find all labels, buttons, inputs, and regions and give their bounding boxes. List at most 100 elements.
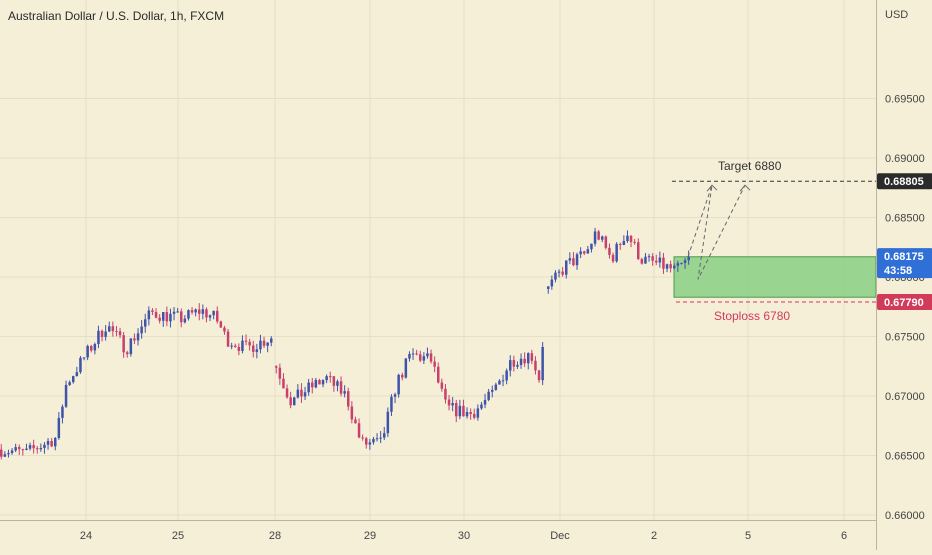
candle-up	[509, 360, 512, 371]
candle-up	[14, 447, 17, 450]
candle-down	[637, 242, 640, 259]
candle-down	[166, 312, 169, 321]
candle-up	[558, 272, 561, 273]
stoploss-label: Stoploss 6780	[714, 309, 790, 323]
candle-down	[18, 447, 21, 449]
candle-down	[234, 346, 237, 347]
candle-up	[184, 319, 187, 323]
candle-down	[133, 338, 136, 340]
candle-down	[282, 379, 285, 389]
candle-down	[115, 331, 118, 332]
candle-up	[79, 358, 82, 372]
candle-down	[289, 397, 292, 405]
candle-down	[651, 256, 654, 261]
candle-up	[379, 438, 382, 439]
candle-up	[502, 380, 505, 381]
candle-up	[293, 397, 296, 405]
candle-down	[462, 406, 465, 416]
candle-down	[538, 370, 541, 380]
candle-up	[495, 385, 498, 390]
candle-down	[300, 390, 303, 397]
candle-up	[58, 418, 61, 438]
candle-down	[216, 311, 219, 322]
time-tick-label: 2	[651, 530, 657, 542]
candle-up	[270, 338, 273, 342]
candle-up	[25, 449, 28, 450]
candle-down	[22, 449, 25, 450]
candle-up	[376, 438, 379, 439]
candle-down	[444, 389, 447, 400]
candle-up	[259, 341, 262, 350]
candle-down	[158, 318, 161, 321]
candle-down	[441, 383, 444, 389]
candle-up	[394, 394, 397, 396]
candle-up	[480, 405, 483, 409]
candle-down	[101, 331, 104, 337]
candle-up	[65, 385, 68, 407]
candle-down	[361, 437, 364, 438]
candle-up	[673, 266, 676, 269]
candle-down	[351, 407, 354, 420]
candle-down	[50, 441, 53, 446]
candle-down	[448, 400, 451, 406]
price-axis[interactable]: 0.695000.690000.685000.680000.675000.670…	[877, 0, 932, 550]
candle-up	[162, 312, 165, 321]
candle-down	[119, 331, 122, 335]
candle-down	[619, 244, 622, 245]
candle-down	[531, 353, 534, 361]
candle-up	[104, 332, 107, 337]
candle-down	[633, 242, 636, 243]
candle-down	[223, 328, 226, 332]
candle-up	[390, 397, 393, 412]
candle-up	[397, 375, 400, 394]
candle-up	[587, 249, 590, 253]
candle-up	[194, 309, 197, 312]
candle-up	[94, 344, 97, 350]
candle-up	[304, 392, 307, 396]
candle-down	[415, 353, 418, 354]
price-tick-label: 0.67500	[885, 332, 925, 344]
target-price-tag-text: 0.68805	[884, 176, 924, 188]
candle-up	[372, 439, 375, 442]
candle-down	[279, 368, 282, 379]
price-tick-label: 0.68500	[885, 213, 925, 225]
candle-down	[311, 383, 314, 388]
time-tick-label: 25	[172, 530, 184, 542]
candle-up	[212, 311, 215, 315]
candle-down	[191, 310, 194, 312]
time-tick-label: Dec	[550, 530, 570, 542]
chart-title: Australian Dollar / U.S. Dollar, 1h, FXC…	[8, 9, 224, 23]
candle-up	[576, 254, 579, 265]
candle-up	[108, 326, 111, 331]
candle-down	[597, 231, 600, 239]
candle-up	[541, 347, 544, 380]
candle-up	[498, 381, 501, 385]
candle-down	[401, 375, 404, 378]
stoploss-price-tag-text: 0.67790	[884, 297, 924, 309]
candle-up	[601, 236, 604, 239]
candle-up	[47, 441, 50, 445]
candle-up	[687, 257, 690, 260]
candle-down	[32, 445, 35, 448]
time-tick-label: 5	[745, 530, 751, 542]
candle-down	[340, 381, 343, 393]
candle-up	[569, 258, 572, 260]
candle-down	[333, 376, 336, 386]
candle-up	[547, 286, 550, 289]
candle-up	[405, 359, 408, 378]
candle-down	[669, 264, 672, 268]
candle-up	[408, 354, 411, 359]
candle-up	[137, 333, 140, 340]
candle-down	[612, 255, 615, 261]
candle-down	[0, 450, 3, 457]
candle-down	[365, 438, 368, 444]
candle-up	[554, 273, 557, 280]
candle-up	[516, 365, 519, 367]
candle-up	[383, 433, 386, 437]
candle-down	[655, 261, 658, 263]
currency-label: USD	[885, 9, 908, 21]
candle-down	[151, 310, 154, 312]
candle-up	[68, 382, 71, 385]
